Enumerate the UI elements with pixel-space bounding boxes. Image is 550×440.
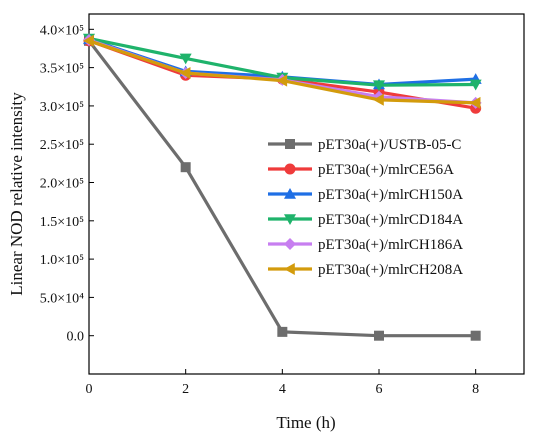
y-tick-label: 4.0×10⁵: [40, 23, 84, 38]
legend-label: pET30a(+)/mlrCH150A: [318, 187, 463, 203]
legend-marker: [284, 163, 296, 175]
legend-label: pET30a(+)/mlrCH208A: [318, 262, 463, 278]
legend-item: pET30a(+)/USTB-05-C: [268, 137, 461, 153]
legend-marker: [284, 263, 295, 275]
y-tick-label: 5.0×10⁴: [40, 291, 84, 306]
data-point: [373, 93, 384, 106]
legend-item: pET30a(+)/mlrCH186A: [268, 237, 463, 253]
data-point: [373, 80, 385, 92]
y-tick-label: 2.0×10⁵: [40, 177, 84, 192]
y-tick-label: 1.5×10⁵: [40, 215, 84, 230]
legend-item: pET30a(+)/mlrCD184A: [268, 212, 463, 228]
legend-marker: [284, 238, 296, 250]
legend-item: pET30a(+)/mlrCH150A: [268, 187, 463, 203]
data-point: [469, 96, 481, 109]
y-tick-label: 3.5×10⁵: [40, 62, 84, 77]
data-point: [276, 74, 288, 87]
legend-label: pET30a(+)/mlrCD184A: [318, 212, 463, 228]
series-layer: [83, 33, 482, 341]
legend-label: pET30a(+)/mlrCE56A: [318, 162, 454, 178]
x-tick-label: 8: [472, 382, 479, 397]
data-point: [179, 53, 192, 65]
legend-marker: [285, 139, 295, 149]
legend-item: pET30a(+)/mlrCH208A: [268, 262, 463, 278]
data-point: [180, 162, 191, 173]
y-tick-label: 0.0: [67, 330, 85, 345]
x-axis-ticks: 0 2 4 6 8: [86, 369, 479, 397]
data-point: [470, 330, 481, 341]
legend-label: pET30a(+)/USTB-05-C: [318, 137, 461, 153]
legend-label: pET30a(+)/mlrCH186A: [318, 237, 463, 253]
y-tick-label: 1.0×10⁵: [40, 253, 84, 268]
y-tick-label: 2.5×10⁵: [40, 138, 84, 153]
x-tick-label: 6: [376, 382, 383, 397]
legend-marker: [284, 188, 296, 199]
data-point: [277, 326, 288, 337]
legend-item: pET30a(+)/mlrCE56A: [268, 162, 454, 178]
data-point: [469, 79, 482, 91]
x-tick-label: 4: [279, 382, 286, 397]
legend-marker: [284, 214, 296, 225]
x-tick-label: 2: [182, 382, 189, 397]
plot-frame: [88, 13, 525, 375]
data-point: [179, 66, 191, 79]
y-axis-ticks: 0.0 5.0×10⁴ 1.0×10⁵ 1.5×10⁵ 2.0×10⁵ 2.5×10⁵ 3.…: [40, 23, 94, 345]
y-tick-label: 3.0×10⁵: [40, 100, 84, 115]
data-point: [374, 330, 384, 341]
x-axis-title: Time (h): [276, 413, 335, 432]
series-5: [83, 34, 481, 109]
legend: pET30a(+)/USTB-05-C pET30a(+)/mlrCE56A pET…: [268, 137, 463, 278]
y-axis-title: Linear NOD relative intensity: [7, 92, 26, 296]
data-point: [83, 34, 94, 47]
x-tick-label: 0: [86, 382, 93, 397]
